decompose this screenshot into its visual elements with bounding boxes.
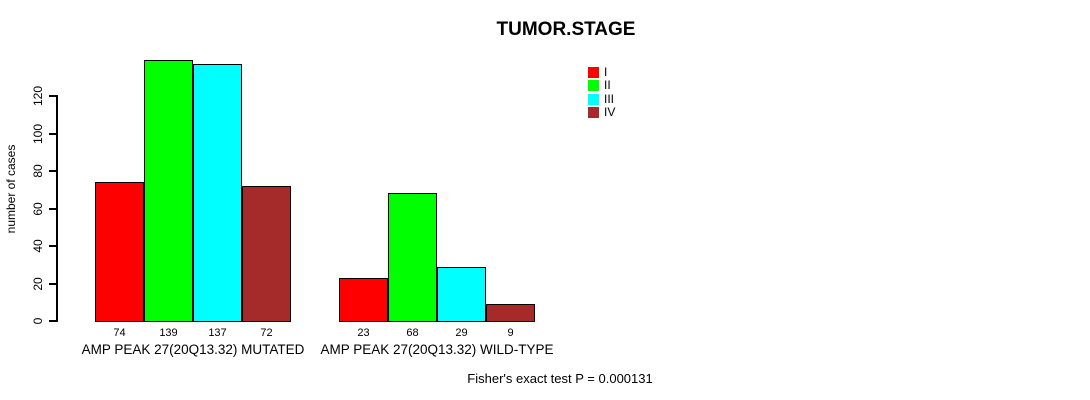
legend-label: II [604,78,611,93]
y-tick-label: 20 [31,276,45,291]
bar-value-label: 139 [159,327,178,339]
bar-value-label: 68 [406,327,419,339]
y-tick-mark [49,320,56,322]
legend-swatch-IV [588,106,599,118]
y-tick-label: 40 [31,239,45,253]
bar-II-group2 [388,193,437,322]
legend-swatch-III [588,93,599,105]
bar-value-label: 72 [260,327,273,339]
y-tick-label: 80 [31,164,45,178]
bar-III-group2 [437,267,486,322]
bar-III-group1 [193,64,242,322]
y-tick-mark [49,95,56,97]
legend-swatch-II [588,80,599,92]
bar-value-label: 9 [507,327,514,339]
y-axis-label: number of cases [4,144,18,234]
group-label: AMP PEAK 27(20Q13.32) WILD-TYPE [320,342,554,357]
legend-label: III [604,91,615,106]
legend-label: IV [604,104,616,119]
chart-title: TUMOR.STAGE [496,19,636,40]
legend-entry-III: III [588,91,615,106]
bar-value-label: 137 [208,327,227,339]
bar-II-group1 [144,60,193,322]
bar-IV-group2 [486,304,535,322]
bar-value-label: 29 [455,327,468,339]
annotation-text: Fisher's exact test P = 0.000131 [467,371,653,386]
y-tick-label: 120 [31,85,45,107]
y-tick-label: 100 [31,123,45,144]
y-axis-line [56,95,58,322]
y-tick-mark [49,282,56,285]
y-tick-mark [49,207,56,210]
bar-value-label: 23 [357,327,370,339]
y-tick-mark [49,170,56,172]
bar-I-group1 [95,182,144,322]
legend-swatch-I [588,67,599,78]
bar-value-label: 74 [113,327,126,339]
y-tick-label: 60 [31,201,45,216]
y-tick-label: 0 [31,317,45,325]
legend-entry-II: II [588,78,611,93]
legend-entry-I: I [588,65,608,79]
legend-entry-IV: IV [588,104,616,119]
y-tick-mark [49,245,56,247]
bar-IV-group1 [242,186,291,322]
group-label: AMP PEAK 27(20Q13.32) MUTATED [81,342,305,357]
legend-label: I [604,65,608,79]
y-tick-mark [49,132,56,135]
bar-I-group2 [339,278,388,322]
